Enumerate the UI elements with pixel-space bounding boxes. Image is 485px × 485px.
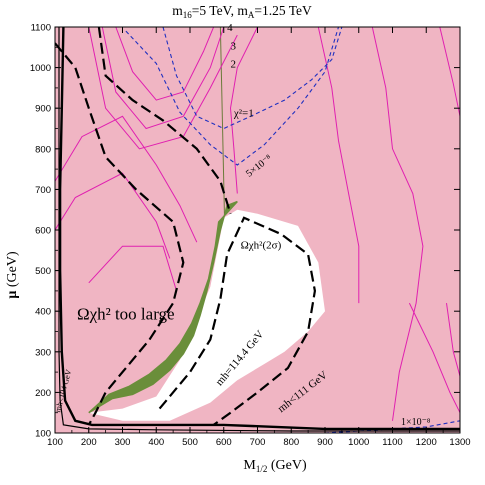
chi2-contour bbox=[371, 27, 424, 421]
y-tick-label: 800 bbox=[35, 144, 51, 155]
x-tick-label: 900 bbox=[317, 437, 333, 448]
chi2-contour bbox=[55, 115, 198, 243]
annot-chi2-4: 4 bbox=[227, 22, 233, 34]
annot-chi2-2: 2 bbox=[231, 59, 237, 71]
y-axis-title: μ (GeV) bbox=[5, 251, 20, 299]
chi2-contour bbox=[115, 27, 215, 101]
x-tick-label: 600 bbox=[216, 437, 232, 448]
wmap-band bbox=[88, 200, 238, 414]
bsmu-contour bbox=[162, 27, 343, 130]
y-tick-label: 100 bbox=[35, 429, 51, 440]
chi2-contour bbox=[101, 27, 225, 130]
x-tick-label: 700 bbox=[250, 437, 266, 448]
chi2-contour bbox=[55, 172, 171, 259]
y-tick-label: 900 bbox=[35, 104, 51, 115]
bsmu-contour bbox=[125, 27, 340, 166]
plot-background bbox=[55, 27, 460, 433]
allowed-region bbox=[88, 209, 325, 421]
bsmu-contours bbox=[125, 27, 460, 433]
y-tick-label: 700 bbox=[35, 185, 51, 196]
chi2-contours bbox=[55, 27, 460, 421]
y-tick-label: 1000 bbox=[30, 63, 51, 74]
x-tick-label: 1000 bbox=[348, 437, 369, 448]
x-tick-label: 300 bbox=[115, 437, 131, 448]
y-tick-label: 300 bbox=[35, 347, 51, 358]
x-tick-label: 400 bbox=[148, 437, 164, 448]
chi2-contour bbox=[439, 27, 460, 117]
higgs-bound bbox=[97, 27, 232, 215]
chi2-contour bbox=[408, 302, 460, 413]
x-tick-label: 1100 bbox=[382, 437, 402, 448]
higgs-bound bbox=[158, 216, 317, 426]
chart-title: m16=5 TeV, mA=1.25 TeV bbox=[172, 3, 312, 20]
axis-ticks: 100 200 300 400 500 600 700 800 900 1000 1100 1200 1… bbox=[30, 23, 471, 449]
annot-chi2-3: 3 bbox=[231, 40, 237, 52]
y-tick-label: 200 bbox=[35, 388, 51, 399]
y-tick-label: 500 bbox=[35, 266, 51, 277]
higgs-bound bbox=[55, 42, 185, 426]
annot-two-sigma: Ωχh²(2σ) bbox=[241, 239, 282, 251]
x-tick-label: 1200 bbox=[416, 437, 437, 448]
stau-lsp-boundary bbox=[58, 27, 460, 431]
annot-bs-1e8: 1×10⁻⁸ bbox=[401, 417, 431, 428]
chi2-contour bbox=[88, 27, 238, 150]
chi2-contour bbox=[446, 303, 460, 377]
vertical-line bbox=[219, 27, 225, 214]
x-tick-label: 800 bbox=[283, 437, 299, 448]
chi2-contour bbox=[88, 245, 177, 292]
x-tick-label: 1300 bbox=[449, 437, 470, 448]
y-tick-label: 400 bbox=[35, 307, 51, 318]
annot-too-large: Ωχh² too large bbox=[77, 304, 175, 323]
chi2-contour bbox=[229, 27, 258, 194]
x-tick-label: 500 bbox=[182, 437, 198, 448]
y-tick-label: 1100 bbox=[31, 23, 51, 34]
x-tick-label: 200 bbox=[81, 437, 97, 448]
annot-chi2-1: χ²=1 bbox=[233, 107, 254, 119]
bsmu-contour bbox=[324, 420, 460, 433]
x-axis-title: M1/2 (GeV) bbox=[243, 458, 307, 474]
x-tick-label: 100 bbox=[47, 437, 63, 448]
y-tick-label: 600 bbox=[35, 226, 51, 237]
chi2-contour bbox=[317, 27, 360, 304]
